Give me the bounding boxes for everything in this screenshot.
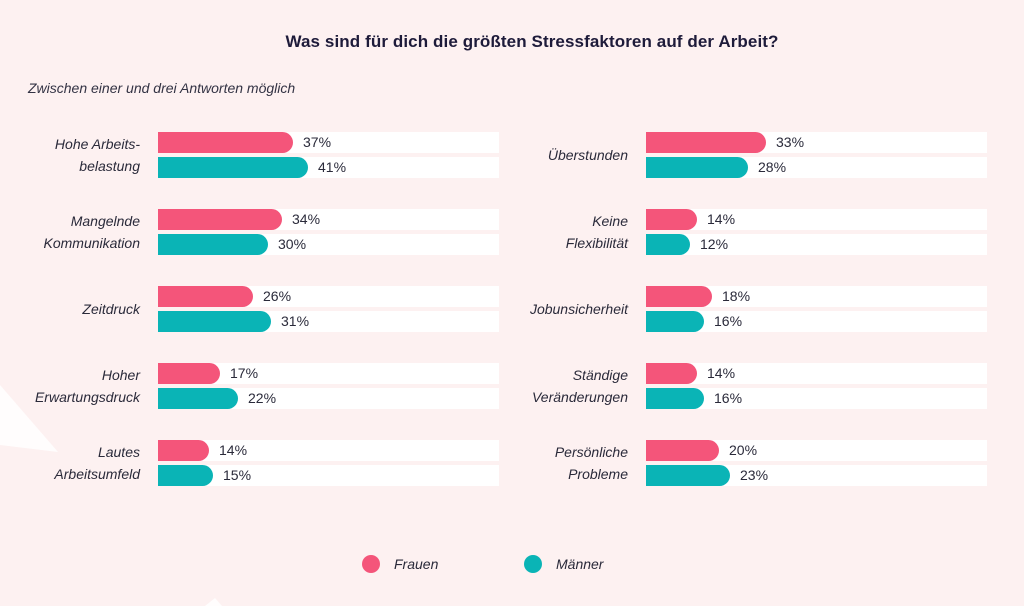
value-label-frauen: 17% bbox=[230, 365, 259, 381]
legend-label-frauen: Frauen bbox=[394, 556, 439, 572]
value-label-frauen: 14% bbox=[707, 211, 736, 227]
chart-title: Was sind für dich die größten Stressfakt… bbox=[285, 32, 779, 51]
value-label-frauen: 26% bbox=[263, 288, 292, 304]
category-label: Ständige Veränderungen bbox=[531, 367, 628, 405]
bar-group: Mangelnde Kommunikation 34% 30% bbox=[0, 209, 1024, 255]
bar-group: Jobunsicherheit 18% 16% bbox=[0, 286, 1024, 332]
value-label-frauen: 14% bbox=[707, 365, 736, 381]
category-label: Jobunsicherheit bbox=[529, 301, 628, 317]
bar-frauen bbox=[158, 209, 282, 230]
category-label: Hohe Arbeits- belastung bbox=[54, 136, 140, 174]
bar-frauen bbox=[646, 440, 719, 461]
legend-dot-maenner bbox=[524, 555, 542, 573]
bar-track: 14% bbox=[646, 363, 987, 384]
value-label-maenner: 22% bbox=[248, 390, 277, 406]
bar-frauen bbox=[646, 209, 697, 230]
bar-maenner bbox=[158, 157, 308, 178]
value-label-maenner: 30% bbox=[278, 236, 307, 252]
bar-track: 14% bbox=[646, 209, 987, 230]
bar-track: 22% bbox=[158, 388, 499, 409]
value-label-maenner: 23% bbox=[740, 467, 769, 483]
legend-item-frauen: Frauen bbox=[362, 555, 438, 573]
legend-item-maenner: Männer bbox=[524, 555, 603, 573]
category-label: Überstunden bbox=[547, 147, 628, 163]
bar-track: 12% bbox=[646, 234, 987, 255]
bar-track: 14% bbox=[158, 440, 499, 461]
bar-group: Zeitdruck 26% 31% bbox=[0, 286, 1024, 332]
bar-track: 20% bbox=[646, 440, 987, 461]
chart-subtitle: Zwischen einer und drei Antworten möglic… bbox=[28, 80, 296, 96]
bar-group: Hoher Erwartungsdruck 17% 22% bbox=[0, 363, 1024, 409]
bar-group: Keine Flexibilität 14% 12% bbox=[0, 209, 1024, 255]
bar-frauen bbox=[158, 363, 220, 384]
bar-maenner bbox=[158, 311, 271, 332]
bar-track: 33% bbox=[646, 132, 987, 153]
bar-maenner bbox=[158, 388, 238, 409]
bar-track: 17% bbox=[158, 363, 499, 384]
legend-dot-frauen bbox=[362, 555, 380, 573]
bar-maenner bbox=[646, 388, 704, 409]
value-label-frauen: 18% bbox=[722, 288, 751, 304]
value-label-maenner: 12% bbox=[700, 236, 729, 252]
bar-group: Überstunden 33% 28% bbox=[0, 132, 1024, 178]
value-label-maenner: 16% bbox=[714, 313, 743, 329]
category-label: Lautes Arbeitsumfeld bbox=[54, 444, 140, 482]
value-label-frauen: 20% bbox=[729, 442, 758, 458]
bar-frauen bbox=[646, 286, 712, 307]
bar-group: Hohe Arbeits- belastung 37% 41% bbox=[0, 132, 1024, 178]
value-label-frauen: 37% bbox=[303, 134, 332, 150]
bar-frauen bbox=[646, 363, 697, 384]
category-label: Hoher Erwartungsdruck bbox=[34, 367, 140, 405]
bar-frauen bbox=[158, 440, 209, 461]
bar-track: 41% bbox=[158, 157, 499, 178]
category-label: Zeitdruck bbox=[82, 301, 140, 317]
bar-maenner bbox=[646, 234, 690, 255]
value-label-frauen: 34% bbox=[292, 211, 321, 227]
bar-track: 18% bbox=[646, 286, 987, 307]
bar-track: 34% bbox=[158, 209, 499, 230]
value-label-maenner: 28% bbox=[758, 159, 787, 175]
bar-track: 16% bbox=[646, 388, 987, 409]
category-label: Keine Flexibilität bbox=[565, 213, 628, 251]
bar-track: 37% bbox=[158, 132, 499, 153]
bar-track: 28% bbox=[646, 157, 987, 178]
bar-maenner bbox=[158, 234, 268, 255]
bar-frauen bbox=[158, 132, 293, 153]
bar-track: 16% bbox=[646, 311, 987, 332]
bar-track: 30% bbox=[158, 234, 499, 255]
value-label-frauen: 33% bbox=[776, 134, 805, 150]
category-label: Persönliche Probleme bbox=[554, 444, 628, 482]
bar-group: Lautes Arbeitsumfeld 14% 15% bbox=[0, 440, 1024, 486]
bar-group: Ständige Veränderungen 14% 16% bbox=[0, 363, 1024, 409]
bar-maenner bbox=[646, 157, 748, 178]
value-label-maenner: 31% bbox=[281, 313, 310, 329]
bar-group: Persönliche Probleme 20% 23% bbox=[0, 440, 1024, 486]
bar-maenner bbox=[158, 465, 213, 486]
bar-track: 23% bbox=[646, 465, 987, 486]
value-label-maenner: 15% bbox=[223, 467, 252, 483]
bar-maenner bbox=[646, 311, 704, 332]
bar-maenner bbox=[646, 465, 730, 486]
value-label-maenner: 16% bbox=[714, 390, 743, 406]
value-label-frauen: 14% bbox=[219, 442, 248, 458]
bar-track: 31% bbox=[158, 311, 499, 332]
category-label: Mangelnde Kommunikation bbox=[43, 213, 141, 251]
bar-frauen bbox=[158, 286, 253, 307]
bar-frauen bbox=[646, 132, 766, 153]
bar-track: 15% bbox=[158, 465, 499, 486]
legend-label-maenner: Männer bbox=[556, 556, 604, 572]
bar-track: 26% bbox=[158, 286, 499, 307]
value-label-maenner: 41% bbox=[318, 159, 347, 175]
